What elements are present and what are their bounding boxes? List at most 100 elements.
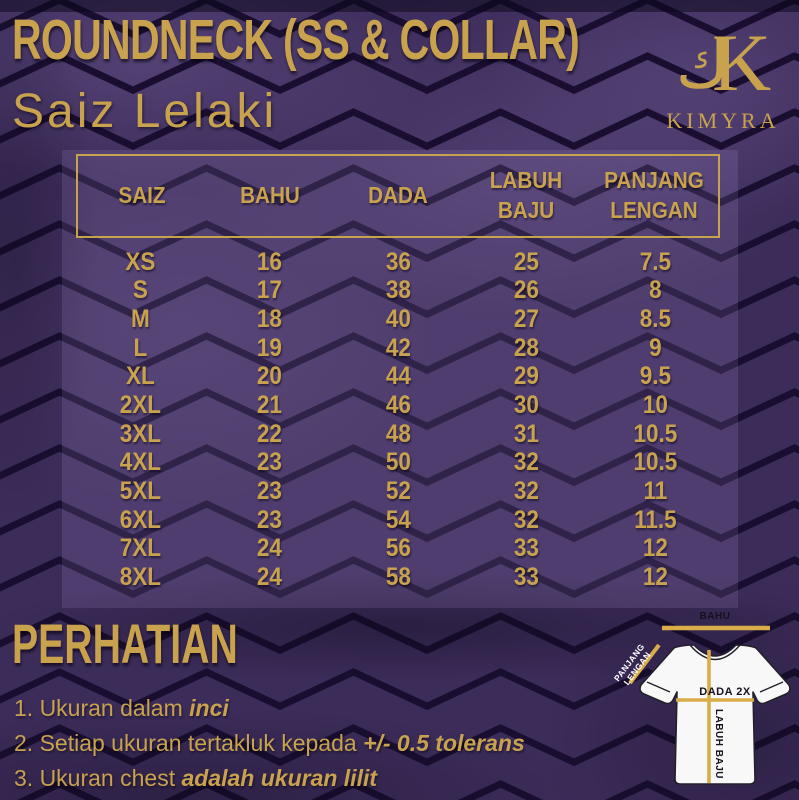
table-cell: 8XL [119, 563, 162, 592]
table-row: 2XL 21 46 30 10 [76, 391, 720, 420]
table-row: 4XL 23 50 32 10.5 [76, 449, 720, 478]
table-cell: 29 [514, 362, 540, 391]
table-cell: 18 [256, 305, 282, 334]
table-cell: 2XL [119, 391, 162, 420]
column-header: LABUH BAJU [489, 167, 563, 223]
logo-calligraphy-icon: ك [676, 29, 729, 103]
table-cell: 12 [643, 563, 669, 592]
notes-title: PERHATIAN [12, 612, 238, 675]
table-cell: 52 [385, 477, 411, 506]
logo-k-letter: K [712, 17, 772, 108]
table-cell: 11 [643, 477, 668, 506]
table-cell: 10.5 [633, 448, 678, 477]
notes-list: 1. Ukuran dalam inci 2. Setiap ukuran ter… [14, 694, 525, 798]
table-cell: 56 [385, 534, 411, 563]
table-cell: 46 [385, 391, 411, 420]
table-cell: 36 [385, 247, 411, 276]
table-cell: 22 [256, 419, 282, 448]
table-cell: 6XL [119, 505, 162, 534]
brand-name: KIMYRA [666, 108, 780, 133]
table-row: 5XL 23 52 32 11 [76, 477, 720, 506]
background-shade [0, 705, 600, 800]
table-cell: 21 [256, 391, 282, 420]
brand-logo: ك K KIMYRA [648, 12, 798, 134]
table-row: S 17 38 26 8 [76, 277, 720, 306]
note-item: 2. Setiap ukuran tertakluk kepada +/- 0.… [14, 729, 525, 756]
table-cell: 33 [514, 563, 540, 592]
table-cell: 23 [256, 448, 282, 477]
table-cell: 31 [514, 419, 540, 448]
table-row: M 18 40 27 8.5 [76, 305, 720, 334]
size-table-header: SAIZ BAHU DADA LABUH BAJU PANJANG LENGAN [76, 154, 720, 238]
table-cell: 28 [514, 333, 540, 362]
table-cell: L [133, 333, 148, 362]
table-cell: 8 [649, 276, 662, 305]
page-subtitle: Saiz Lelaki [12, 85, 278, 138]
column-header: PANJANG LENGAN [604, 167, 704, 223]
column-header: BAHU [240, 182, 300, 209]
table-cell: 33 [514, 534, 540, 563]
table-cell: 20 [256, 362, 282, 391]
note-item: 1. Ukuran dalam inci [14, 695, 229, 721]
sleeve-measure-line [628, 643, 661, 685]
table-cell: 9.5 [639, 362, 672, 391]
table-cell: 25 [514, 247, 540, 276]
table-cell: 10 [643, 391, 669, 420]
table-row: 7XL 24 56 33 12 [76, 535, 720, 564]
table-cell: XL [126, 362, 155, 391]
size-table-panel: SAIZ BAHU DADA LABUH BAJU PANJANG LENGAN XS 16 3… [62, 150, 738, 608]
table-cell: 9 [649, 333, 662, 362]
tshirt-collar [689, 644, 741, 661]
table-cell: 4XL [119, 448, 162, 477]
table-row: 8XL 24 58 33 12 [76, 563, 720, 592]
bahu-label: BAHU [700, 611, 731, 622]
table-cell: 26 [514, 276, 540, 305]
table-cell: 32 [514, 505, 540, 534]
table-cell: 7XL [119, 534, 162, 563]
table-cell: 58 [385, 563, 411, 592]
size-table-body: XS 16 36 25 7.5 S 17 38 26 8 M 18 40 27 8.5 L 19 42 28 9 XL 2… [76, 248, 720, 592]
table-cell: 30 [514, 391, 540, 420]
table-cell: 42 [385, 333, 411, 362]
table-row: 6XL 23 54 32 11.5 [76, 506, 720, 535]
labuh-label: LABUH BAJU [713, 709, 724, 779]
table-cell: 23 [256, 505, 282, 534]
table-cell: XS [125, 247, 156, 276]
shirt-measurement-diagram: BAHU PANJANG LENGAN DADA 2X LABUH BAJU [612, 611, 791, 785]
table-cell: 11.5 [634, 505, 677, 534]
table-cell: 16 [256, 247, 282, 276]
tshirt-graphic [639, 644, 791, 785]
tshirt-cuff-seams [646, 681, 784, 693]
dada-label: DADA 2X [699, 686, 751, 698]
table-row: 3XL 22 48 31 10.5 [76, 420, 720, 449]
table-cell: 50 [385, 448, 411, 477]
table-cell: 17 [256, 276, 282, 305]
table-row: XS 16 36 25 7.5 [76, 248, 720, 277]
background-shade [0, 0, 100, 530]
table-cell: 44 [385, 362, 411, 391]
table-cell: 38 [385, 276, 411, 305]
table-cell: 10.5 [633, 419, 678, 448]
table-cell: S [132, 276, 148, 305]
table-cell: 24 [256, 534, 282, 563]
table-cell: 32 [514, 477, 540, 506]
table-cell: 24 [256, 563, 282, 592]
table-cell: M [131, 305, 150, 334]
table-cell: 32 [514, 448, 540, 477]
table-cell: 12 [643, 534, 669, 563]
column-header: SAIZ [118, 182, 166, 209]
table-cell: 7.5 [639, 247, 672, 276]
background-top-edge [0, 0, 799, 12]
table-cell: 19 [256, 333, 282, 362]
table-row: XL 20 44 29 9.5 [76, 363, 720, 392]
table-row: L 19 42 28 9 [76, 334, 720, 363]
table-cell: 40 [385, 305, 411, 334]
table-cell: 8.5 [639, 305, 672, 334]
note-item: 3. Ukuran chest adalah ukuran lilit [14, 764, 378, 791]
column-header: DADA [368, 182, 428, 209]
table-cell: 27 [514, 305, 540, 334]
table-cell: 48 [385, 419, 411, 448]
table-cell: 23 [256, 477, 282, 506]
page-title: ROUNDNECK (SS & COLLAR) [12, 8, 580, 72]
